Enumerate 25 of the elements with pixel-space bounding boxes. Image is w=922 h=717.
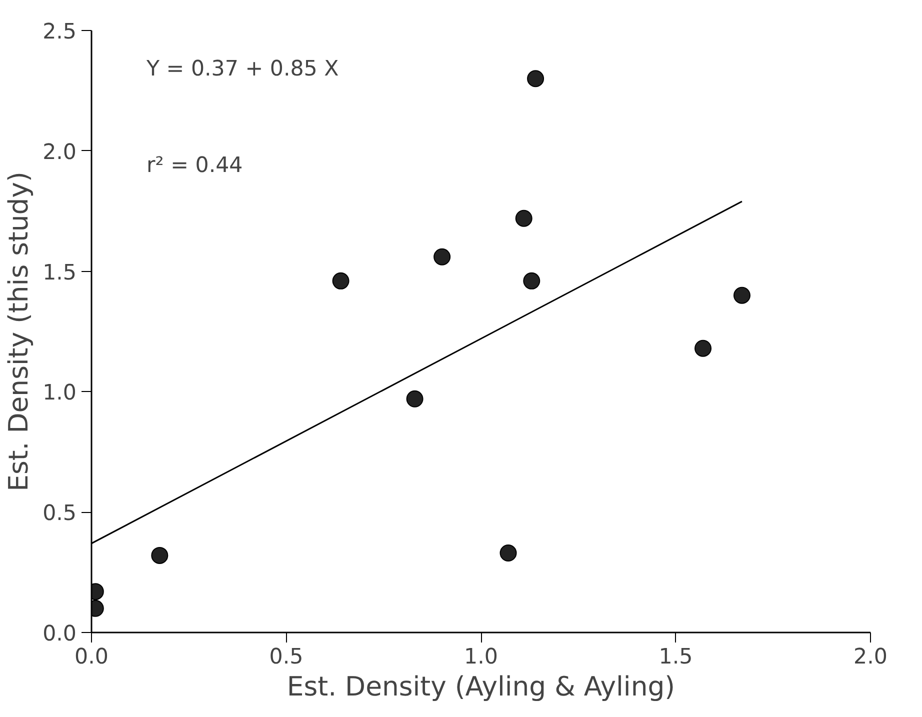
point (406, 390, 424, 408)
y-axis-title: Est. Density (this study) (4, 172, 35, 492)
x-tick-label: 1.0 (464, 644, 498, 670)
y-tick-label: 2.5 (42, 20, 77, 44)
y-tick-label: 0.0 (42, 622, 77, 646)
point (694, 340, 712, 357)
y-tick-label: 1.5 (42, 260, 77, 286)
y-tick-label: 1.0 (42, 380, 77, 406)
x-axis-title: Est. Density (Ayling & Ayling) (286, 672, 676, 702)
point (515, 210, 532, 227)
x-tick-label: 0.0 (74, 644, 108, 670)
point (500, 544, 517, 562)
point (434, 248, 451, 266)
point (527, 70, 544, 88)
x-tick-label: 2.0 (854, 644, 888, 670)
y-tick-label: 0.5 (42, 501, 77, 526)
y-tick-label: 2.0 (42, 140, 77, 165)
point (151, 546, 168, 564)
point (733, 286, 750, 304)
x-tick-label: 1.5 (658, 644, 693, 670)
annotation: r² = 0.44 (146, 152, 243, 178)
point (332, 272, 350, 290)
point (523, 272, 540, 290)
annotation: Y = 0.37 + 0.85 X (146, 56, 339, 82)
x-tick-label: 0.5 (269, 644, 304, 670)
